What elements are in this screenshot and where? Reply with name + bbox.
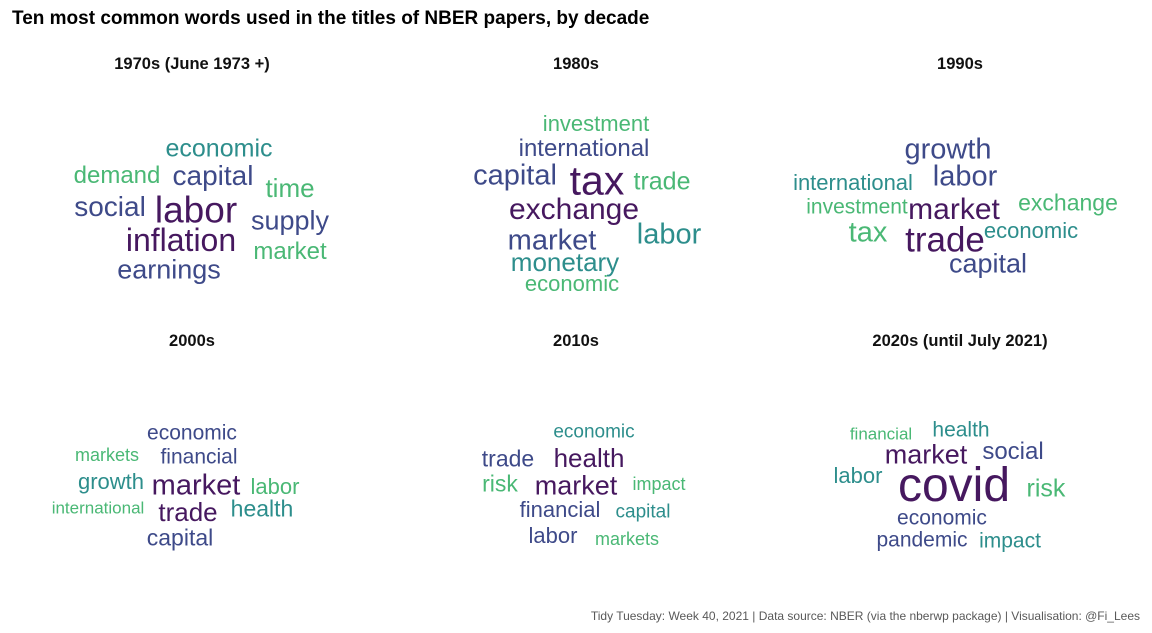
word-capital: capital [615,501,671,523]
word-labor: labor [250,474,300,499]
panel-title: 1970s (June 1973 +) [114,55,270,73]
panel-1990s: 1990s [768,0,1152,276]
word-labor: labor [528,523,578,548]
word-market: market [908,193,1000,226]
word-economic: economic [553,421,635,443]
word-earnings: earnings [117,254,221,285]
word-market: market [151,469,241,502]
word-economic: economic [165,134,273,163]
word-capital: capital [172,160,254,191]
word-trade: trade [158,497,218,527]
word-labor: labor [932,160,998,193]
word-social: social [74,191,146,222]
word-time: time [265,173,315,203]
word-labor: labor [154,189,238,231]
word-international: international [793,170,913,195]
word-labor: labor [833,463,883,488]
word-tax: tax [569,157,625,204]
word-health: health [932,418,990,442]
word-markets: markets [594,529,660,549]
word-capital: capital [473,159,557,192]
word-health: health [553,443,625,473]
word-tax: tax [848,216,888,249]
chart-title: Ten most common words used in the titles… [12,8,650,29]
word-investment: investment [806,195,908,219]
panel-title: 1980s [553,55,599,73]
word-covid: covid [897,459,1011,512]
word-market: market [534,470,618,501]
word-markets: markets [74,445,140,465]
panel-title: 2000s [169,332,215,350]
word-economic: economic [897,506,987,530]
word-economic: economic [147,421,237,445]
word-labor: labor [636,218,702,251]
word-financial: financial [849,424,913,444]
panel-2020s: 2020s (until July 2021) [768,277,1152,553]
word-capital: capital [948,248,1028,279]
word-trade: trade [905,220,985,260]
word-supply: supply [250,205,330,236]
word-pandemic: pandemic [876,528,968,552]
panel-1980s: 1980s [384,0,768,276]
word-investment: investment [542,111,650,136]
word-risk: risk [482,470,518,497]
word-financial: financial [160,445,238,469]
word-market: market [507,224,597,257]
panel-2000s: 2000s [0,277,384,553]
word-international: international [51,498,145,518]
panel-title: 2010s [553,332,599,350]
word-risk: risk [1026,474,1066,503]
word-trade: trade [633,167,691,196]
word-impact: impact [632,474,686,494]
panel-title: 1990s [937,55,983,73]
word-demand: demand [73,162,161,189]
panel-2010s: 2010s [384,277,768,553]
word-growth: growth [77,469,145,494]
panel-1970s: 1970s (June 1973 +) [0,0,384,276]
word-inflation: inflation [125,222,237,258]
caption: Tidy Tuesday: Week 40, 2021 | Data sourc… [590,609,1140,623]
word-capital: capital [146,524,214,551]
word-growth: growth [904,133,992,166]
word-social: social [982,438,1044,465]
word-market: market [884,439,968,470]
word-international: international [518,135,650,162]
word-monetary: monetary [510,247,620,277]
word-exchange: exchange [1018,189,1118,216]
word-economic: economic [524,271,620,296]
panel-title: 2020s (until July 2021) [872,332,1048,350]
word-impact: impact [979,529,1041,553]
word-economic: economic [983,218,1079,243]
word-health: health [230,495,294,522]
word-trade: trade [481,445,535,472]
word-financial: financial [519,497,601,522]
word-exchange: exchange [508,193,640,226]
word-market: market [253,238,327,265]
